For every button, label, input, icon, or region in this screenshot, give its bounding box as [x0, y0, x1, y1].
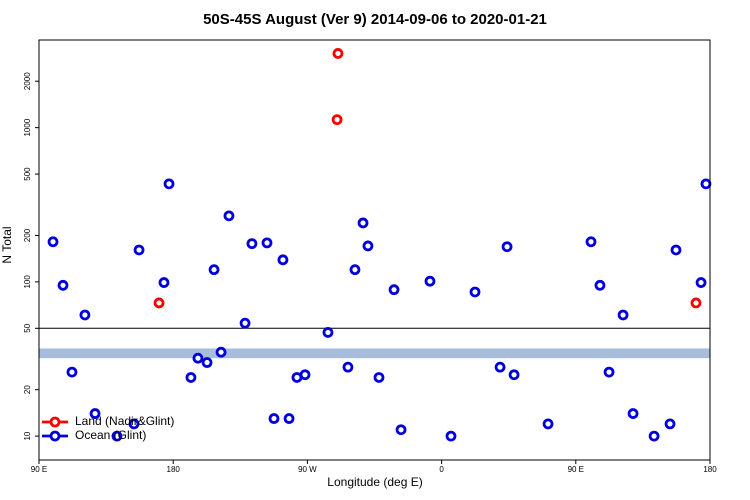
x-tick-label: 90 W	[298, 465, 317, 474]
point	[445, 430, 457, 442]
point	[332, 48, 344, 59]
point	[192, 352, 204, 364]
point	[373, 372, 385, 383]
point	[66, 366, 78, 378]
point	[111, 430, 123, 442]
plot-frame	[38, 39, 711, 461]
legend-label: Ocean (Glint)	[75, 428, 146, 442]
x-axis-label: Longitude (deg E)	[327, 475, 422, 489]
y-tick-label: 1000	[23, 118, 32, 136]
point	[79, 309, 91, 321]
point	[648, 430, 660, 442]
point	[594, 279, 606, 291]
point	[201, 357, 213, 368]
x-tick-label: 180	[167, 465, 181, 474]
point	[57, 279, 69, 291]
y-tick-label: 500	[23, 167, 32, 181]
point	[163, 178, 175, 190]
point	[185, 372, 197, 383]
x-tick-label: 90 E	[568, 465, 584, 474]
point	[542, 418, 554, 430]
chart-title: 50S-45S August (Ver 9) 2014-09-06 to 202…	[203, 11, 547, 28]
y-axis-label: N Total	[0, 226, 14, 263]
point	[342, 361, 354, 373]
x-tick-label: 0	[439, 465, 444, 474]
point	[395, 424, 407, 436]
point	[89, 408, 101, 419]
point	[133, 244, 145, 256]
x-tick-label: 180	[703, 465, 717, 474]
point	[670, 244, 682, 256]
point	[362, 240, 374, 252]
point	[277, 254, 289, 266]
point	[617, 309, 629, 321]
point	[501, 241, 513, 253]
point	[585, 236, 597, 248]
point	[223, 210, 235, 222]
legend-marker	[49, 416, 61, 428]
point	[700, 178, 712, 190]
y-tick-label: 20	[23, 385, 32, 394]
point	[508, 369, 520, 381]
y-tick-label: 50	[23, 323, 32, 332]
point	[239, 317, 251, 329]
point	[208, 264, 220, 276]
point	[627, 408, 639, 419]
legend-marker	[49, 430, 61, 442]
point	[47, 236, 59, 248]
plot: 90 E 180 90 W 0 90 E 180 10 20 50 100 200 500 1000 20…	[23, 48, 717, 474]
point	[603, 366, 615, 378]
point	[349, 264, 361, 276]
point	[299, 369, 311, 381]
y-tick-label: 100	[23, 275, 32, 289]
point	[695, 277, 707, 288]
y-tick-label: 200	[23, 228, 32, 242]
point	[331, 114, 343, 126]
point	[388, 284, 400, 296]
point	[158, 277, 170, 288]
point	[322, 327, 334, 338]
point	[494, 361, 506, 373]
point	[469, 286, 481, 298]
point	[268, 413, 280, 424]
point	[424, 275, 436, 287]
point	[128, 418, 140, 430]
point	[261, 237, 273, 249]
point	[283, 413, 295, 424]
point	[664, 418, 676, 430]
y-tick-label: 10	[23, 431, 32, 440]
point	[246, 238, 258, 250]
point	[357, 217, 369, 229]
point	[215, 346, 227, 358]
point	[690, 297, 702, 309]
y-tick-label: 2000	[23, 72, 32, 90]
legend-label: Land (Nadir&Glint)	[75, 414, 174, 428]
point	[153, 297, 165, 309]
x-tick-label: 90 E	[31, 465, 47, 474]
band	[39, 348, 710, 359]
